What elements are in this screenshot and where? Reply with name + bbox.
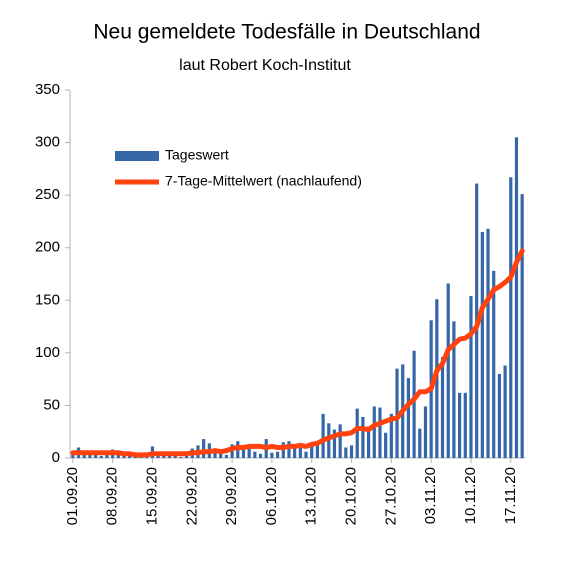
bar bbox=[332, 429, 337, 458]
x-tick-label: 20.10.20 bbox=[343, 467, 360, 525]
y-tick-label: 100 bbox=[35, 344, 60, 361]
bar bbox=[503, 365, 507, 458]
bar bbox=[173, 455, 177, 458]
bar bbox=[344, 447, 348, 458]
x-tick-label: 22.09.20 bbox=[183, 467, 200, 525]
bar bbox=[247, 447, 251, 458]
bar bbox=[304, 451, 308, 458]
bar bbox=[457, 392, 462, 458]
bar bbox=[133, 456, 138, 458]
bar bbox=[361, 416, 365, 458]
bar bbox=[287, 441, 291, 458]
y-tick-label: 250 bbox=[35, 186, 60, 203]
bar bbox=[384, 432, 388, 458]
bar bbox=[71, 452, 75, 458]
bar bbox=[116, 453, 120, 458]
bar bbox=[509, 177, 513, 459]
bar bbox=[321, 413, 325, 458]
bar bbox=[241, 445, 246, 458]
y-tick-label: 150 bbox=[35, 291, 60, 308]
bar bbox=[315, 444, 320, 458]
bar bbox=[463, 392, 467, 458]
y-tick-label: 350 bbox=[35, 81, 60, 98]
bar bbox=[520, 194, 524, 458]
bar bbox=[213, 449, 217, 458]
bar bbox=[281, 442, 285, 458]
bar bbox=[105, 453, 109, 458]
x-tick-label: 29.09.20 bbox=[223, 467, 240, 525]
bar bbox=[293, 445, 297, 458]
bar bbox=[497, 373, 502, 458]
bar bbox=[298, 447, 302, 458]
x-tick-label: 13.10.20 bbox=[303, 467, 320, 525]
x-tick-label: 03.11.20 bbox=[422, 467, 439, 524]
x-tick-label: 06.10.20 bbox=[263, 467, 280, 525]
bar bbox=[378, 407, 382, 458]
y-tick-label: 0 bbox=[52, 449, 60, 466]
bar bbox=[93, 454, 98, 458]
bar bbox=[202, 439, 206, 458]
bar bbox=[469, 296, 473, 458]
bar bbox=[412, 350, 416, 458]
x-tick-label: 01.09.20 bbox=[64, 467, 81, 525]
bar bbox=[179, 456, 183, 458]
bar bbox=[162, 454, 166, 458]
x-tick-label: 10.11.20 bbox=[462, 467, 479, 524]
line bbox=[70, 248, 525, 458]
bar bbox=[219, 452, 223, 458]
bar bbox=[355, 408, 359, 458]
bar bbox=[128, 455, 132, 458]
x-tick-label: 27.10.20 bbox=[382, 467, 399, 525]
bar bbox=[406, 378, 411, 458]
bar bbox=[253, 451, 257, 458]
legend-label: 7-Tage-Mittelwert (nachlaufend) bbox=[165, 173, 362, 189]
bar bbox=[99, 455, 103, 458]
bar bbox=[446, 283, 450, 458]
bar bbox=[184, 454, 189, 458]
bar bbox=[270, 452, 274, 458]
bar bbox=[395, 368, 399, 458]
bar bbox=[514, 137, 519, 459]
bar bbox=[492, 270, 496, 458]
legend-label: Tageswert bbox=[165, 147, 229, 163]
bar bbox=[88, 452, 92, 458]
legend-swatch bbox=[115, 151, 159, 161]
chart-title: Neu gemeldete Todesfälle in Deutschland bbox=[93, 21, 480, 44]
bar bbox=[480, 231, 484, 458]
bar bbox=[423, 406, 428, 458]
bar bbox=[275, 451, 280, 458]
bar bbox=[486, 228, 490, 458]
bar bbox=[418, 428, 422, 458]
x-tick-label: 08.09.20 bbox=[104, 467, 121, 525]
bar bbox=[389, 413, 393, 458]
bar bbox=[258, 453, 263, 458]
x-tick-label: 17.11.20 bbox=[502, 467, 519, 524]
y-tick-label: 50 bbox=[43, 396, 60, 413]
bar bbox=[349, 445, 354, 458]
bar bbox=[122, 454, 126, 458]
bar bbox=[440, 357, 445, 458]
bar bbox=[224, 454, 229, 458]
y-tick-label: 300 bbox=[35, 134, 60, 151]
bar bbox=[372, 406, 376, 458]
chart-subtitle: laut Robert Koch-Institut bbox=[179, 57, 351, 74]
bar bbox=[310, 446, 314, 458]
bar bbox=[338, 424, 342, 458]
bar bbox=[366, 426, 371, 458]
x-tick-label: 15.09.20 bbox=[143, 467, 160, 525]
y-tick-label: 200 bbox=[35, 239, 60, 256]
bar bbox=[452, 321, 456, 458]
